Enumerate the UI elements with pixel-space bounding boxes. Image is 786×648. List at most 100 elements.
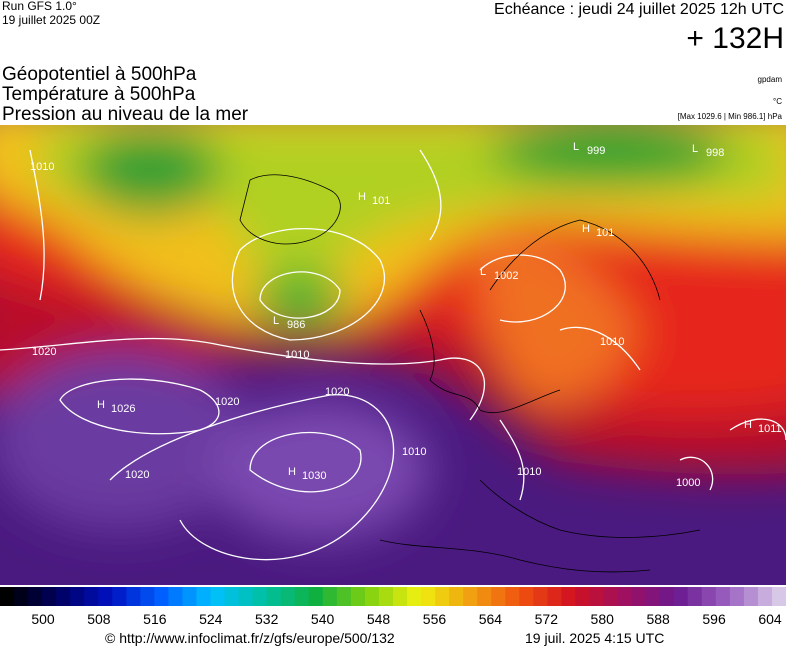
forecast-offset: + 132H <box>686 22 784 55</box>
colorbar-cell <box>294 587 310 606</box>
colorbar-cell <box>701 587 717 606</box>
colorbar-label: 572 <box>535 611 559 627</box>
colorbar-cell <box>519 587 534 606</box>
colorbar-cell <box>757 587 773 606</box>
center-pressure: 1026 <box>111 403 135 415</box>
colorbar-cell <box>729 587 745 606</box>
center-kind: L <box>573 141 579 153</box>
colorbar-cell <box>168 587 183 606</box>
colorbar-cell <box>589 587 605 606</box>
colorbar-label: 564 <box>479 611 503 627</box>
center-pressure: 101 <box>372 195 390 207</box>
colorbar-cell <box>631 587 647 606</box>
colorbar-label: 580 <box>591 611 615 627</box>
pressure-centers: L 999 L 998 H 101 L 986 L 1002 H 101 H 1026 H 1030 H 1011 <box>97 141 782 482</box>
colorbar-cell <box>421 587 436 606</box>
center-kind: H <box>288 466 296 478</box>
isobar-label: 1010 <box>285 349 309 361</box>
colorbar-label: 540 <box>311 611 335 627</box>
colorbar-label: 604 <box>758 611 782 627</box>
field-name: Pression au niveau de la mer <box>2 104 249 125</box>
colorbar-cell <box>687 587 703 606</box>
field-name: Géopotentiel à 500hPa <box>2 64 197 85</box>
source-url: © http://www.infoclimat.fr/z/gfs/europe/… <box>105 630 395 646</box>
colorbar-cell <box>238 587 254 606</box>
isobar-label: 1020 <box>32 346 56 358</box>
colorbar-cell <box>84 587 99 606</box>
colorbar-cell <box>364 587 380 606</box>
colorbar-cell <box>70 587 85 606</box>
center-pressure: 1011 <box>758 423 782 435</box>
colorbar-cell <box>280 587 296 606</box>
colorbar-cell <box>98 587 113 606</box>
colorbar-cell <box>154 587 169 606</box>
colorbar-cell <box>182 587 197 606</box>
colorbar-cell <box>56 587 71 606</box>
colorbar-label: 588 <box>646 611 670 627</box>
isobar-label: 1000 <box>676 477 700 489</box>
colorbar-label: 532 <box>255 611 279 627</box>
colorbar-cell <box>715 587 731 606</box>
run-date: 19 juillet 2025 00Z <box>2 13 100 27</box>
generated-time: 19 juil. 2025 4:15 UTC <box>525 630 664 646</box>
colorbar-cell <box>659 587 675 606</box>
colorbar-cell <box>673 587 689 606</box>
colorbar-cell <box>743 587 759 606</box>
colorbar-cell <box>449 587 464 606</box>
colorbar-cell <box>28 587 43 606</box>
colorbar-cell <box>140 587 155 606</box>
colorbar-cell <box>463 587 478 606</box>
colorbar-cell <box>350 587 366 606</box>
center-pressure: 101 <box>596 227 614 239</box>
center-kind: L <box>692 143 698 155</box>
colorbar-cell <box>547 587 562 606</box>
temperature-field <box>0 125 786 540</box>
colorbar: 500 508 516 524 532 540 548 556 564 572 580 588 596 6… <box>0 587 786 627</box>
center-kind: L <box>273 315 279 327</box>
isobar-label: 1010 <box>30 161 54 173</box>
colorbar-label: 548 <box>367 611 391 627</box>
center-pressure: 999 <box>587 145 605 157</box>
colorbar-cell <box>435 587 450 606</box>
center-pressure: 986 <box>287 319 305 331</box>
colorbar-cell <box>196 587 212 606</box>
center-kind: L <box>480 266 486 278</box>
colorbar-label: 524 <box>199 611 223 627</box>
colorbar-cell <box>322 587 338 606</box>
colorbar-cell <box>477 587 492 606</box>
colorbar-cell <box>645 587 661 606</box>
center-kind: H <box>582 223 590 235</box>
colorbar-cell <box>533 587 548 606</box>
center-pressure: 998 <box>706 147 724 159</box>
coastlines <box>239 174 701 573</box>
colorbar-cell <box>617 587 633 606</box>
center-kind: H <box>744 419 752 431</box>
colorbar-cell <box>407 587 422 606</box>
colorbar-cell <box>14 587 29 606</box>
colorbar-label: 500 <box>31 611 55 627</box>
isobar-label: 1020 <box>125 469 149 481</box>
colorbar-label: 556 <box>423 611 447 627</box>
colorbar-cell <box>210 587 226 606</box>
isobar-label: 1010 <box>402 446 426 458</box>
field-name: Température à 500hPa <box>2 84 196 105</box>
colorbar-cell <box>42 587 57 606</box>
valid-time: Echéance : jeudi 24 juillet 2025 12h UTC <box>494 1 784 18</box>
unit-geopotential: gpdam <box>758 75 783 84</box>
pressure-range: [Max 1029.6 | Min 986.1] hPa <box>678 112 783 121</box>
run-label: Run GFS 1.0° <box>2 0 77 13</box>
map: L 999 L 998 H 101 L 986 L 1002 H 101 H 1026 H 1030 H 1011… <box>0 125 786 585</box>
colorbar-cell <box>112 587 127 606</box>
colorbar-cell <box>336 587 352 606</box>
colorbar-cell <box>491 587 506 606</box>
isobar-label: 1020 <box>215 396 239 408</box>
center-pressure: 1030 <box>302 470 326 482</box>
colorbar-cell <box>575 587 590 606</box>
isobar-labels: 1010 1020 1010 1020 1020 1020 1010 1010 1000 1010 <box>30 161 700 489</box>
colorbar-cell <box>378 587 394 606</box>
isobar-label: 1010 <box>517 466 541 478</box>
colorbar-cell <box>0 587 15 606</box>
isobar-label: 1010 <box>600 336 624 348</box>
colorbar-cell <box>505 587 520 606</box>
